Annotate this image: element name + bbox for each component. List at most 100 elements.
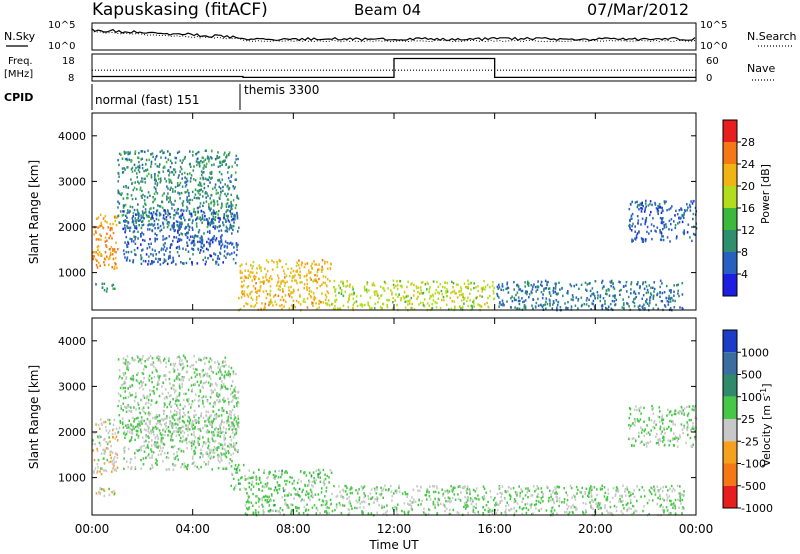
power-cell [612, 282, 614, 286]
power-cell [113, 215, 116, 219]
velocity-cell [657, 496, 659, 500]
power-cell [632, 239, 634, 242]
power-cell [416, 297, 418, 300]
velocity-cell [677, 498, 679, 502]
power-cell [133, 235, 135, 238]
velocity-cell [449, 512, 452, 516]
velocity-cell [227, 397, 229, 401]
velocity-cell [223, 434, 226, 437]
power-cell [182, 159, 184, 162]
velocity-cell [178, 433, 181, 437]
velocity-cell [227, 450, 229, 453]
velocity-cell [124, 446, 126, 449]
power-cell [675, 237, 678, 240]
power-cell [491, 284, 494, 287]
velocity-cell [662, 486, 665, 489]
velocity-cell [144, 412, 147, 415]
power-cell [135, 225, 138, 228]
velocity-cell [298, 506, 300, 510]
velocity-cell [92, 449, 95, 452]
velocity-cell [99, 444, 102, 447]
power-cell [607, 287, 610, 291]
power-cell [313, 295, 316, 298]
power-cell [157, 218, 160, 222]
power-cell [650, 223, 653, 226]
velocity-cell [682, 507, 685, 510]
power-cell [226, 241, 229, 245]
power-cell [219, 252, 222, 255]
power-cell [300, 264, 303, 267]
velocity-cell [270, 499, 272, 502]
power-cell [147, 228, 149, 231]
power-cell [310, 302, 313, 305]
velocity-cell [585, 502, 587, 506]
velocity-cell [630, 424, 632, 427]
power-cell [138, 166, 141, 169]
power-cell [503, 304, 505, 307]
power-cell [136, 246, 139, 250]
power-cell [379, 285, 382, 288]
power-cell [144, 195, 146, 198]
velocity-cell [177, 447, 180, 451]
power-cell [226, 230, 229, 233]
velocity-cell [223, 439, 226, 442]
power-cell [218, 257, 221, 260]
power-cell [100, 221, 102, 225]
velocity-cell [178, 378, 181, 381]
velocity-cell [432, 490, 435, 494]
velocity-cell [188, 428, 191, 431]
velocity-cell [445, 507, 448, 510]
velocity-cell [200, 465, 202, 469]
power-cell [650, 286, 652, 289]
power-cell [669, 306, 672, 310]
velocity-cell [147, 429, 150, 433]
power-cell [181, 202, 184, 205]
power-cell [374, 302, 377, 305]
power-cell [136, 219, 138, 222]
velocity-cell [171, 445, 173, 449]
power-cell [192, 253, 194, 256]
power-cell [165, 180, 168, 183]
velocity-cell [120, 405, 122, 408]
power-cell [241, 271, 243, 274]
power-cell [554, 282, 557, 285]
power-cell [486, 283, 489, 287]
velocity-cell [672, 487, 675, 490]
velocity-cell [132, 374, 134, 378]
velocity-cell [358, 496, 361, 499]
velocity-cell [171, 422, 174, 425]
power-cell [158, 251, 160, 254]
power-cell [211, 149, 213, 152]
power-cell [310, 290, 313, 293]
power-cell [188, 194, 190, 197]
velocity-cell [100, 473, 103, 476]
power-cell [171, 225, 174, 229]
power-cell [98, 250, 101, 254]
velocity-cell [650, 492, 653, 496]
velocity-cell [191, 455, 194, 458]
power-cell [180, 223, 183, 226]
velocity-cell [188, 440, 191, 444]
velocity-cell [229, 425, 232, 429]
velocity-cell [115, 435, 118, 438]
power-cell [444, 286, 446, 289]
velocity-cell [566, 498, 569, 502]
power-cell [127, 251, 130, 254]
power-cell [235, 243, 238, 246]
velocity-cell [164, 378, 167, 381]
power-cell [147, 149, 149, 152]
power-cell [458, 305, 461, 308]
velocity-cell [198, 404, 200, 408]
power-cell [168, 200, 170, 204]
power-cell [266, 278, 268, 282]
power-cell [105, 244, 107, 247]
power-cell [184, 218, 186, 222]
velocity-cell [178, 394, 180, 397]
velocity-cell [257, 500, 260, 503]
power-cell [96, 237, 99, 241]
velocity-cell [235, 432, 237, 435]
power-cell [376, 294, 379, 297]
velocity-cell [252, 511, 255, 515]
velocity-cell [164, 433, 166, 437]
velocity-cell [370, 497, 372, 500]
